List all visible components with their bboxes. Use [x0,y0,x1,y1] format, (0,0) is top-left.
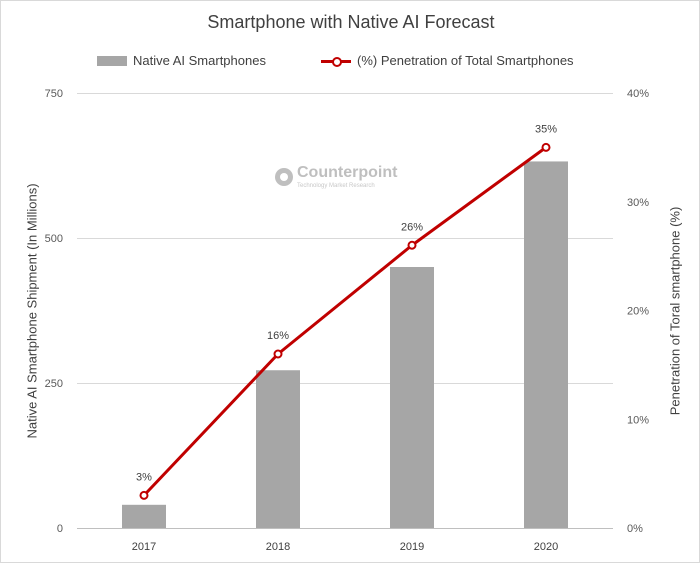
bar-2018 [256,370,300,528]
legend-bar-swatch [97,55,127,66]
line-marker-2017 [139,490,149,500]
counterpoint-logo-icon [275,168,293,186]
line-marker-2018 [273,349,283,359]
bar-2020 [524,161,568,528]
counterpoint-watermark: Counterpoint Technology Market Research [275,165,397,189]
x-tick-label: 2017 [132,541,156,553]
y-right-tick-label: 20% [627,306,649,318]
data-label-2018: 16% [267,330,289,342]
y-right-tick-label: 10% [627,414,649,426]
y-left-tick-label: 250 [45,378,63,390]
data-label-2020: 35% [535,123,557,135]
legend-label-line: (%) Penetration of Total Smartphones [357,53,574,68]
data-label-2019: 26% [401,221,423,233]
x-tick-label: 2020 [534,541,558,553]
legend-item-bars: Native AI Smartphones [97,53,266,68]
chart-title: Smartphone with Native AI Forecast [207,12,495,32]
y-right-tick-label: 0% [627,523,643,535]
y-right-tick-label: 30% [627,197,649,209]
x-tick-label: 2018 [266,541,290,553]
line-marker-2020 [541,142,551,152]
x-tick-label: 2019 [400,541,424,553]
legend-label-bars: Native AI Smartphones [133,53,266,68]
y-left-tick-label: 0 [57,523,63,535]
watermark-tagline: Technology Market Research [297,183,375,189]
legend-line-swatch [321,56,351,67]
bar-2019 [390,267,434,528]
y-left-tick-label: 750 [45,88,63,100]
line-marker-2019 [407,240,417,250]
data-label-2017: 3% [136,471,152,483]
chart-legend: Native AI Smartphones (%) Penetration of… [1,53,700,71]
watermark-name: Counterpoint [297,164,398,181]
y-right-tick-label: 40% [627,88,649,100]
legend-item-line: (%) Penetration of Total Smartphones [321,53,574,68]
bar-2017 [122,504,166,528]
penetration-line [142,146,547,497]
y-left-tick-label: 500 [45,233,63,245]
